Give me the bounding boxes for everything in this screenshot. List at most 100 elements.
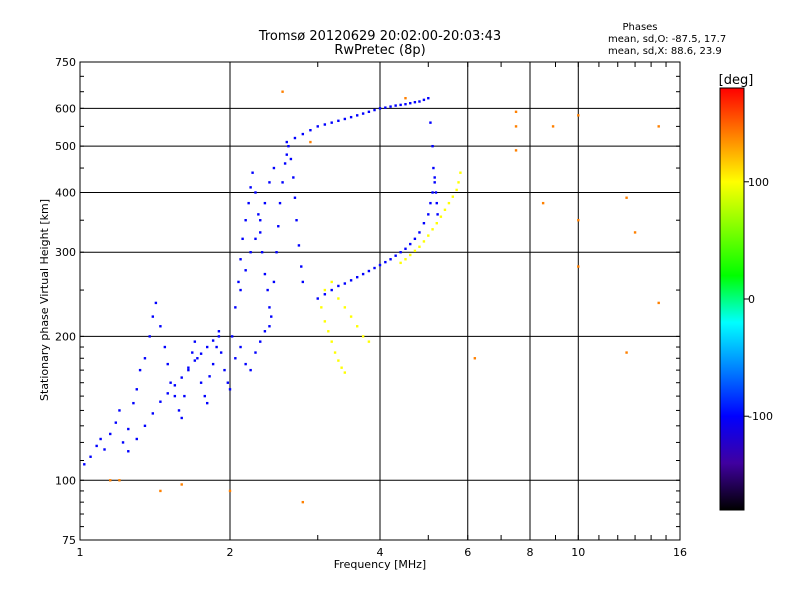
data-point xyxy=(373,266,376,270)
ticks-layer: 1 2 4 6 8 10 16 75 100 200 300 400 500 600 750 xyxy=(55,56,687,559)
data-point xyxy=(292,176,295,179)
data-point xyxy=(283,162,287,165)
data-point xyxy=(259,219,262,222)
data-point xyxy=(657,125,660,128)
data-point xyxy=(163,345,167,349)
data-point xyxy=(266,288,269,292)
data-point xyxy=(427,234,430,237)
data-point xyxy=(217,330,221,333)
x-tick-label: 2 xyxy=(227,546,234,559)
y-axis-label: Stationary phase Virtual Height [km] xyxy=(38,199,51,401)
data-point xyxy=(434,191,438,194)
y-tick-label: 500 xyxy=(55,140,76,153)
data-point xyxy=(205,401,209,405)
data-point xyxy=(413,249,417,253)
data-point xyxy=(297,244,301,247)
stats-heading: Phases xyxy=(622,22,657,33)
data-point xyxy=(337,284,340,288)
data-point xyxy=(143,357,147,360)
data-point xyxy=(275,251,278,254)
data-point xyxy=(349,315,353,318)
data-point xyxy=(378,107,382,110)
data-point xyxy=(199,352,203,355)
data-point xyxy=(239,258,242,261)
data-point xyxy=(384,260,387,264)
data-point xyxy=(355,325,359,328)
data-point xyxy=(447,201,451,205)
data-point xyxy=(244,362,247,366)
x-tick-label: 10 xyxy=(571,546,585,559)
data-point xyxy=(355,114,359,117)
data-point xyxy=(457,181,460,184)
data-point xyxy=(196,357,199,360)
data-point xyxy=(330,280,333,284)
data-point xyxy=(287,144,290,148)
data-point xyxy=(361,335,365,338)
data-point xyxy=(418,231,421,234)
data-point xyxy=(409,253,412,257)
data-point xyxy=(166,362,169,366)
data-point xyxy=(413,100,417,104)
data-point xyxy=(394,254,397,257)
data-point xyxy=(427,96,430,100)
data-point xyxy=(577,219,580,222)
data-point xyxy=(226,381,230,384)
data-point xyxy=(361,272,365,276)
data-point xyxy=(394,104,397,107)
data-point xyxy=(340,366,343,369)
data-point xyxy=(413,237,417,241)
data-point xyxy=(625,351,628,354)
data-point xyxy=(459,171,462,174)
data-point xyxy=(118,479,121,482)
data-point xyxy=(118,409,121,412)
data-point xyxy=(263,201,267,205)
data-point xyxy=(241,237,244,241)
data-point xyxy=(180,483,183,486)
data-point xyxy=(389,258,392,261)
data-point xyxy=(431,144,434,148)
colorbar-ticks: 100 0 -100 xyxy=(744,176,773,423)
data-point xyxy=(323,123,327,126)
data-point xyxy=(300,265,303,268)
x-axis-label: Frequency [MHz] xyxy=(334,558,426,571)
data-point xyxy=(451,195,455,198)
data-point xyxy=(114,421,118,424)
data-point xyxy=(367,269,371,273)
data-point xyxy=(343,306,347,309)
data-point xyxy=(432,166,435,170)
grid-layer xyxy=(80,62,680,540)
data-point xyxy=(272,280,276,284)
data-point xyxy=(429,201,432,205)
data-point xyxy=(187,368,190,372)
data-point xyxy=(151,412,155,415)
data-point xyxy=(443,208,447,212)
data-point xyxy=(281,181,284,184)
data-point xyxy=(203,394,206,398)
data-point xyxy=(249,368,252,372)
data-point xyxy=(103,448,106,451)
data-point xyxy=(148,335,151,338)
data-point xyxy=(180,376,183,379)
data-point xyxy=(272,166,276,170)
data-point xyxy=(514,110,518,114)
y-tick-label: 400 xyxy=(55,186,76,199)
colorbar-tick-label: -100 xyxy=(748,410,773,423)
data-point xyxy=(514,125,518,128)
data-point xyxy=(187,366,190,369)
data-point xyxy=(278,201,282,205)
data-point xyxy=(247,201,250,205)
data-point xyxy=(409,101,412,105)
data-point xyxy=(422,240,426,243)
data-point xyxy=(199,381,203,384)
data-point xyxy=(95,444,98,448)
data-point xyxy=(343,282,347,285)
data-point xyxy=(173,384,177,387)
data-point xyxy=(337,359,340,362)
data-point xyxy=(249,186,252,189)
x-tick-label: 16 xyxy=(673,546,687,559)
data-point xyxy=(333,351,337,354)
data-point xyxy=(409,242,412,246)
data-point xyxy=(228,489,232,493)
data-point xyxy=(422,98,426,102)
